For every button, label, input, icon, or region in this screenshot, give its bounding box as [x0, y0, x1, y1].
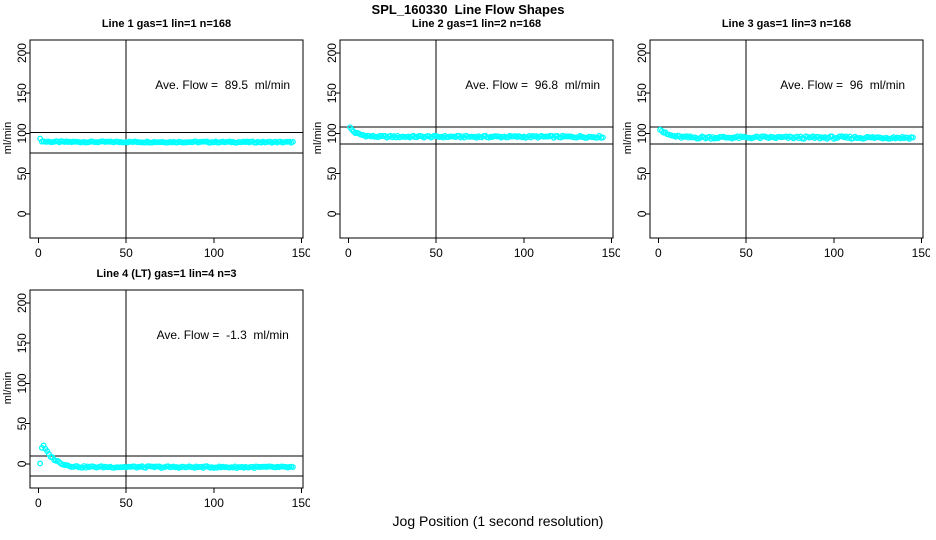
plot-area: 0 50 100 150 0 50 100 150 200 Ave. Flow = 89.5 ml… — [15, 39, 310, 260]
y-axis-tick-label: 150 — [325, 83, 339, 103]
plot-area: 0 50 100 150 0 50 100 150 200 Ave. Flow = -1.3 ml… — [15, 289, 310, 510]
data-point — [909, 134, 916, 141]
x-axis-tick-label: 50 — [739, 246, 753, 260]
panel-line-1: Line 1 gas=1 lin=1 n=168 ml/min 0 50 100 15… — [0, 18, 310, 268]
y-axis-tick-label: 50 — [635, 167, 649, 181]
ave-flow-annotation: Ave. Flow = 96 ml/min — [780, 78, 905, 92]
y-axis-tick-label: 200 — [325, 43, 339, 63]
data-points-group — [657, 126, 916, 142]
x-axis-tick-label: 50 — [429, 246, 443, 260]
shared-x-axis-label: Jog Position (1 second resolution) — [392, 513, 604, 529]
x-axis-tick-label: 150 — [602, 246, 620, 260]
y-axis-tick-label: 0 — [15, 460, 29, 467]
y-axis-tick-label: 100 — [635, 123, 649, 143]
y-axis-tick-label: 50 — [15, 417, 29, 431]
x-axis-tick-label: 150 — [292, 496, 310, 510]
x-axis-tick-label: 0 — [345, 246, 352, 260]
x-axis-tick-label: 100 — [204, 496, 224, 510]
y-axis-tick-label: 0 — [325, 210, 339, 217]
chart-title: SPL_160330 Line Flow Shapes — [371, 2, 565, 17]
panel-title: Line 2 gas=1 lin=2 n=168 — [411, 18, 542, 30]
y-axis-tick-label: 200 — [15, 293, 29, 313]
panel-title: Line 3 gas=1 lin=3 n=168 — [721, 18, 852, 30]
x-axis-tick-label: 50 — [119, 496, 133, 510]
x-axis-tick-label: 100 — [204, 246, 224, 260]
y-axis-tick-label: 100 — [325, 123, 339, 143]
x-axis-tick-label: 0 — [35, 246, 42, 260]
plot-area: 0 50 100 150 0 50 100 150 200 Ave. Flow = 96.8 ml… — [325, 39, 620, 260]
y-axis-tick-label: 150 — [15, 83, 29, 103]
y-axis-tick-label: 0 — [635, 210, 649, 217]
x-axis-tick-label: 100 — [514, 246, 534, 260]
ave-flow-annotation: Ave. Flow = 89.5 ml/min — [155, 78, 290, 92]
y-axis-tick-label: 150 — [15, 333, 29, 353]
data-point — [37, 460, 44, 467]
ave-flow-annotation: Ave. Flow = 96.8 ml/min — [465, 78, 600, 92]
plot-box — [29, 289, 304, 489]
data-point — [289, 138, 296, 145]
y-axis-tick-label: 200 — [635, 43, 649, 63]
x-axis-tick-label: 150 — [292, 246, 310, 260]
panel-line-3: Line 3 gas=1 lin=3 n=168 ml/min 0 50 100 15… — [620, 18, 930, 268]
data-points-group — [37, 442, 296, 471]
y-axis-tick-label: 150 — [635, 83, 649, 103]
ave-flow-annotation: Ave. Flow = -1.3 ml/min — [157, 328, 289, 342]
y-axis-tick-label: 100 — [15, 373, 29, 393]
plot-box — [649, 39, 924, 239]
y-axis-tick-label: 50 — [325, 167, 339, 181]
y-axis-tick-label: 200 — [15, 43, 29, 63]
plot-box — [29, 39, 304, 239]
panel-line-2: Line 2 gas=1 lin=2 n=168 ml/min 0 50 100 15… — [310, 18, 620, 268]
y-axis-tick-label: 100 — [15, 123, 29, 143]
panel-title: Line 1 gas=1 lin=1 n=168 — [101, 18, 232, 30]
y-axis-tick-label: 50 — [15, 167, 29, 181]
x-axis-tick-label: 100 — [824, 246, 844, 260]
panel-line-4-lt: Line 4 (LT) gas=1 lin=4 n=3 ml/min 0 50 10… — [0, 268, 310, 518]
x-axis-tick-label: 0 — [655, 246, 662, 260]
y-axis-tick-label: 0 — [15, 210, 29, 217]
plot-box — [339, 39, 614, 239]
plot-area: 0 50 100 150 0 50 100 150 200 Ave. Flow = 96 ml/m… — [635, 39, 930, 260]
panel-title: Line 4 (LT) gas=1 lin=4 n=3 — [96, 268, 237, 280]
data-points-group — [347, 124, 606, 141]
x-axis-tick-label: 150 — [912, 246, 930, 260]
x-axis-tick-label: 0 — [35, 496, 42, 510]
x-axis-tick-label: 50 — [119, 246, 133, 260]
data-point — [289, 464, 296, 470]
data-points-group — [37, 135, 296, 146]
data-point — [599, 134, 606, 141]
